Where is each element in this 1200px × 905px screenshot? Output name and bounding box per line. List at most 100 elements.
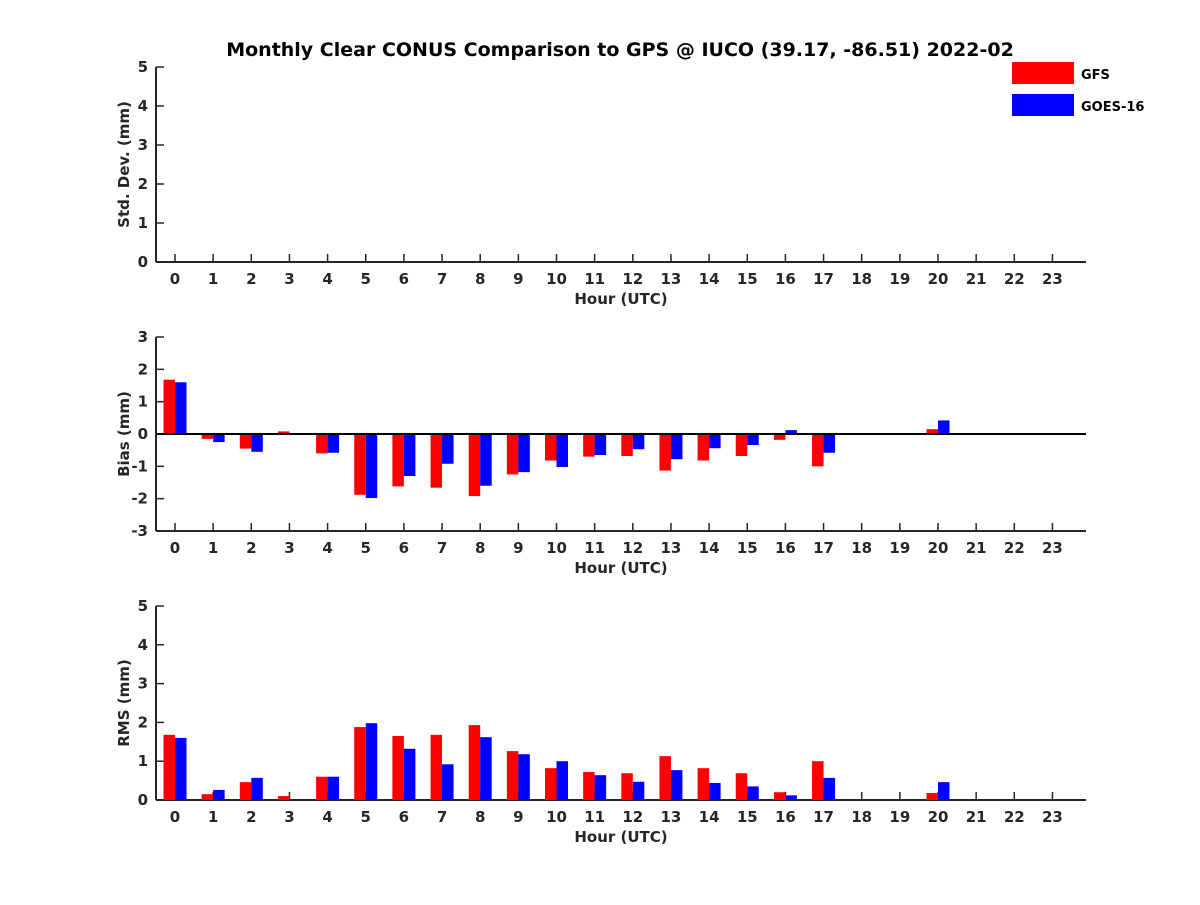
y-tick-label: -3 xyxy=(131,522,148,540)
y-tick-label: 3 xyxy=(138,136,148,154)
x-tick-label: 20 xyxy=(928,539,949,557)
bar-gfs xyxy=(354,727,366,800)
x-tick-label: 17 xyxy=(813,808,834,826)
legend-swatch-gfs xyxy=(1012,62,1074,84)
x-tick-label: 14 xyxy=(699,270,720,288)
x-tick-label: 16 xyxy=(775,539,796,557)
x-tick-label: 23 xyxy=(1042,808,1063,826)
bar-gfs xyxy=(506,751,519,800)
x-tick-label: 21 xyxy=(966,270,987,288)
y-tick-label: 4 xyxy=(138,636,148,654)
bar-goes16 xyxy=(709,434,721,449)
bar-goes16 xyxy=(213,434,225,443)
y-tick-label: -1 xyxy=(131,457,148,475)
bar-goes16 xyxy=(442,434,454,464)
bar-goes16 xyxy=(403,434,416,477)
x-tick-label: 1 xyxy=(208,808,218,826)
x-tick-label: 20 xyxy=(928,808,949,826)
x-tick-label: 19 xyxy=(889,808,910,826)
x-tick-label: 6 xyxy=(399,270,409,288)
bar-gfs xyxy=(468,434,481,497)
x-tick-label: 18 xyxy=(851,270,872,288)
x-tick-label: 13 xyxy=(661,808,682,826)
y-tick-label: 4 xyxy=(138,97,148,115)
x-tick-label: 1 xyxy=(208,539,218,557)
x-tick-label: 7 xyxy=(437,270,447,288)
x-tick-label: 13 xyxy=(661,539,682,557)
x-tick-label: 2 xyxy=(246,270,256,288)
bar-gfs xyxy=(201,794,214,800)
bar-gfs xyxy=(239,434,252,449)
y-tick-label: 3 xyxy=(138,328,148,346)
bar-goes16 xyxy=(556,434,568,467)
x-tick-label: 10 xyxy=(546,270,567,288)
x-tick-label: 16 xyxy=(775,270,796,288)
bar-gfs xyxy=(239,782,252,800)
bar-gfs xyxy=(430,734,443,800)
x-tick-label: 5 xyxy=(361,270,371,288)
y-tick-label: 2 xyxy=(138,175,148,193)
legend: GFS GOES-16 xyxy=(1012,62,1144,116)
y-tick-label: 0 xyxy=(138,253,148,271)
x-tick-label: 8 xyxy=(475,808,485,826)
y-tick-label: 1 xyxy=(138,752,148,770)
x-tick-label: 5 xyxy=(361,808,371,826)
x-tick-label: 0 xyxy=(170,539,180,557)
bar-gfs xyxy=(735,434,748,456)
x-tick-label: 20 xyxy=(928,270,949,288)
bar-goes16 xyxy=(365,723,378,800)
x-tick-label: 17 xyxy=(813,270,834,288)
y-tick-label: 2 xyxy=(138,713,148,731)
x-tick-label: 8 xyxy=(475,539,485,557)
x-axis-label: Hour (UTC) xyxy=(574,290,667,308)
x-tick-label: 9 xyxy=(513,270,523,288)
x-tick-label: 4 xyxy=(322,539,332,557)
y-tick-label: -2 xyxy=(131,490,148,508)
bar-goes16 xyxy=(632,434,645,450)
bar-goes16 xyxy=(175,382,187,434)
x-tick-label: 22 xyxy=(1004,270,1025,288)
bar-gfs xyxy=(545,768,557,800)
x-tick-label: 6 xyxy=(399,808,409,826)
bar-gfs xyxy=(812,761,824,800)
bar-goes16 xyxy=(442,764,454,800)
bar-goes16 xyxy=(938,420,950,434)
bar-gfs xyxy=(468,725,481,800)
bar-gfs xyxy=(392,735,404,800)
y-axis-label: RMS (mm) xyxy=(115,659,133,746)
x-tick-label: 0 xyxy=(170,808,180,826)
bar-goes16 xyxy=(518,434,530,473)
x-tick-label: 23 xyxy=(1042,539,1063,557)
x-tick-label: 14 xyxy=(699,808,720,826)
x-tick-label: 5 xyxy=(361,539,371,557)
bar-gfs xyxy=(735,773,748,800)
x-tick-label: 9 xyxy=(513,808,523,826)
bar-goes16 xyxy=(594,434,607,456)
y-tick-label: 0 xyxy=(138,791,148,809)
bar-gfs xyxy=(773,434,786,440)
bar-gfs xyxy=(430,434,443,488)
x-tick-label: 4 xyxy=(322,808,332,826)
x-tick-label: 7 xyxy=(437,539,447,557)
bar-gfs xyxy=(926,429,938,434)
x-tick-label: 15 xyxy=(737,539,758,557)
x-tick-label: 15 xyxy=(737,270,758,288)
bar-gfs xyxy=(583,434,595,457)
x-tick-label: 22 xyxy=(1004,539,1025,557)
bar-gfs xyxy=(659,756,671,800)
x-tick-label: 2 xyxy=(246,539,256,557)
bar-gfs xyxy=(354,434,366,495)
bar-gfs xyxy=(277,796,290,800)
bar-goes16 xyxy=(747,786,759,800)
x-tick-label: 21 xyxy=(966,539,987,557)
bar-gfs xyxy=(392,434,404,487)
x-tick-label: 21 xyxy=(966,808,987,826)
x-tick-label: 13 xyxy=(661,270,682,288)
bar-goes16 xyxy=(785,430,797,434)
x-tick-label: 10 xyxy=(546,539,567,557)
x-tick-label: 22 xyxy=(1004,808,1025,826)
x-tick-label: 14 xyxy=(699,539,720,557)
